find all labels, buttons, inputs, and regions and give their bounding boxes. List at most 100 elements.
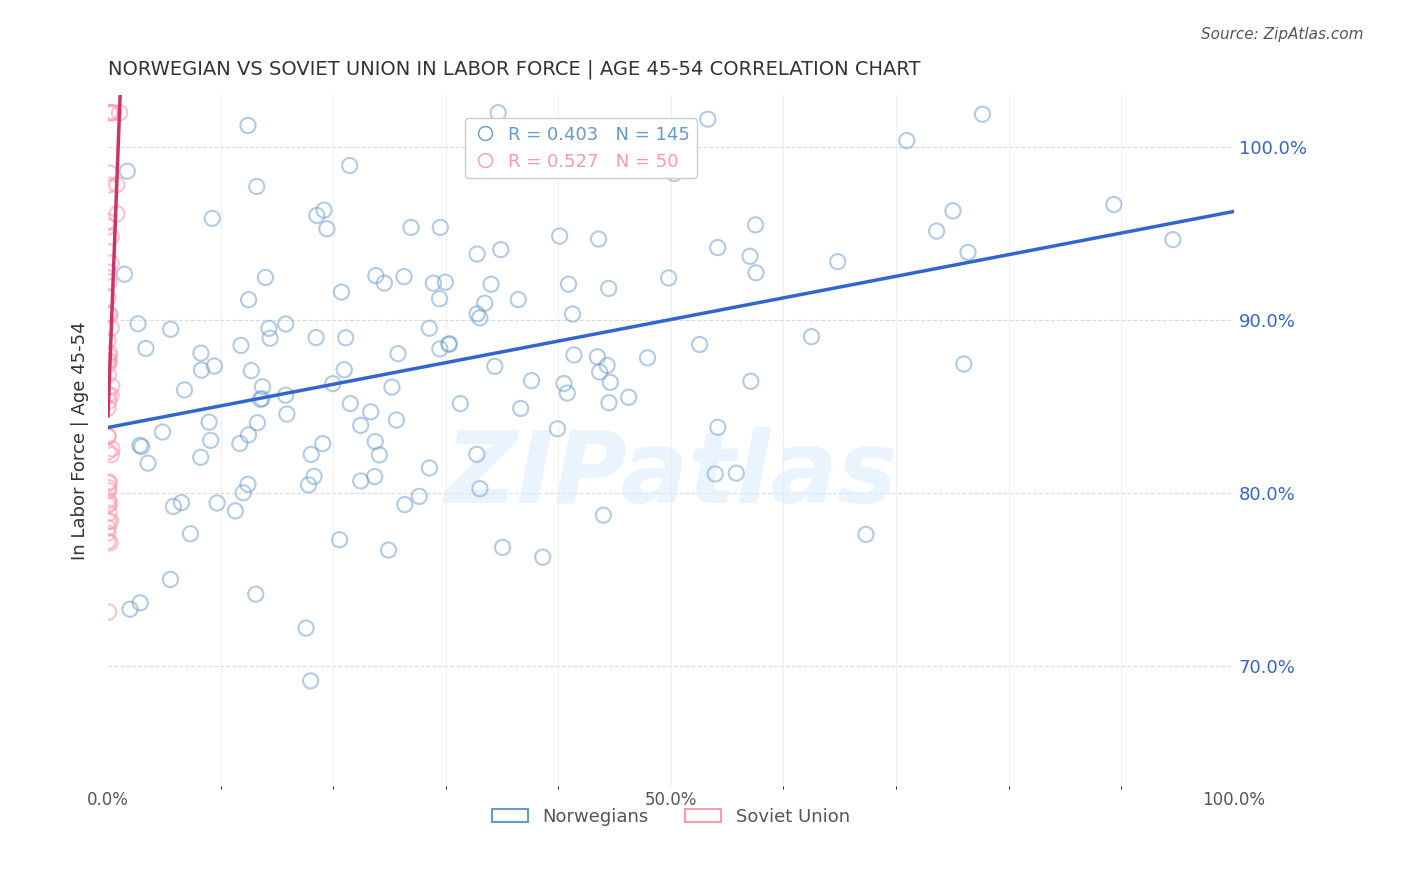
Point xyxy=(387,347,409,361)
Point xyxy=(704,467,727,481)
Point xyxy=(100,321,122,335)
Point xyxy=(553,376,575,391)
Point xyxy=(429,342,451,356)
Point xyxy=(201,211,224,226)
Point xyxy=(377,543,399,558)
Point xyxy=(97,481,120,495)
Point xyxy=(97,291,120,305)
Point xyxy=(465,247,488,261)
Point xyxy=(232,485,254,500)
Point xyxy=(98,346,121,360)
Point xyxy=(97,445,120,459)
Point xyxy=(335,331,357,345)
Point xyxy=(98,349,121,363)
Point xyxy=(740,374,762,388)
Point xyxy=(339,396,361,410)
Point xyxy=(588,365,610,379)
Point xyxy=(373,276,395,290)
Point xyxy=(437,337,460,351)
Point xyxy=(205,496,228,510)
Point xyxy=(238,428,260,442)
Point xyxy=(97,483,120,498)
Point xyxy=(97,514,120,528)
Point xyxy=(98,275,121,289)
Point xyxy=(236,119,259,133)
Point xyxy=(541,163,564,178)
Point xyxy=(159,573,181,587)
Point xyxy=(299,447,322,461)
Point xyxy=(562,348,585,362)
Point xyxy=(422,276,444,290)
Text: Source: ZipAtlas.com: Source: ZipAtlas.com xyxy=(1201,27,1364,42)
Point xyxy=(299,673,322,688)
Point xyxy=(484,359,506,374)
Point xyxy=(276,407,298,421)
Point xyxy=(129,596,152,610)
Point xyxy=(330,285,353,299)
Point xyxy=(162,500,184,514)
Point xyxy=(97,534,120,549)
Point xyxy=(437,337,460,351)
Point xyxy=(170,495,193,509)
Point xyxy=(368,448,391,462)
Point xyxy=(555,386,578,401)
Point xyxy=(245,587,267,601)
Point xyxy=(855,527,877,541)
Point xyxy=(97,493,120,508)
Point xyxy=(97,265,120,279)
Point xyxy=(468,310,491,325)
Point xyxy=(97,334,120,348)
Point xyxy=(136,456,159,470)
Point xyxy=(305,330,328,344)
Point xyxy=(706,241,728,255)
Point xyxy=(508,293,530,307)
Point xyxy=(658,271,681,285)
Point xyxy=(97,353,120,368)
Point xyxy=(131,440,153,454)
Point xyxy=(97,526,120,541)
Point xyxy=(328,533,350,547)
Point xyxy=(100,230,122,244)
Text: ZIPatlas: ZIPatlas xyxy=(444,427,897,524)
Point xyxy=(98,166,121,180)
Point xyxy=(429,292,451,306)
Point xyxy=(942,203,965,218)
Point xyxy=(548,229,571,244)
Point xyxy=(97,178,120,192)
Point xyxy=(274,388,297,402)
Point xyxy=(598,395,620,409)
Point xyxy=(302,469,325,483)
Point xyxy=(305,209,328,223)
Point xyxy=(259,331,281,345)
Point xyxy=(972,107,994,121)
Point xyxy=(246,179,269,194)
Point xyxy=(489,243,512,257)
Point xyxy=(249,392,271,407)
Point xyxy=(725,466,748,480)
Point xyxy=(429,220,451,235)
Point xyxy=(364,268,387,283)
Point xyxy=(350,474,373,488)
Point xyxy=(98,308,121,322)
Point xyxy=(531,550,554,565)
Point xyxy=(339,159,361,173)
Point xyxy=(738,249,761,263)
Point xyxy=(118,602,141,616)
Point xyxy=(97,476,120,491)
Point xyxy=(617,390,640,404)
Point xyxy=(114,267,136,281)
Point xyxy=(229,436,252,450)
Point xyxy=(97,368,120,382)
Point xyxy=(956,245,979,260)
Point xyxy=(159,322,181,336)
Point xyxy=(408,489,430,503)
Point xyxy=(295,621,318,635)
Point xyxy=(418,461,440,475)
Point xyxy=(97,521,120,535)
Point xyxy=(596,359,619,373)
Point xyxy=(363,469,385,483)
Point xyxy=(200,434,222,448)
Point xyxy=(98,354,121,368)
Point xyxy=(381,380,404,394)
Point xyxy=(105,178,128,192)
